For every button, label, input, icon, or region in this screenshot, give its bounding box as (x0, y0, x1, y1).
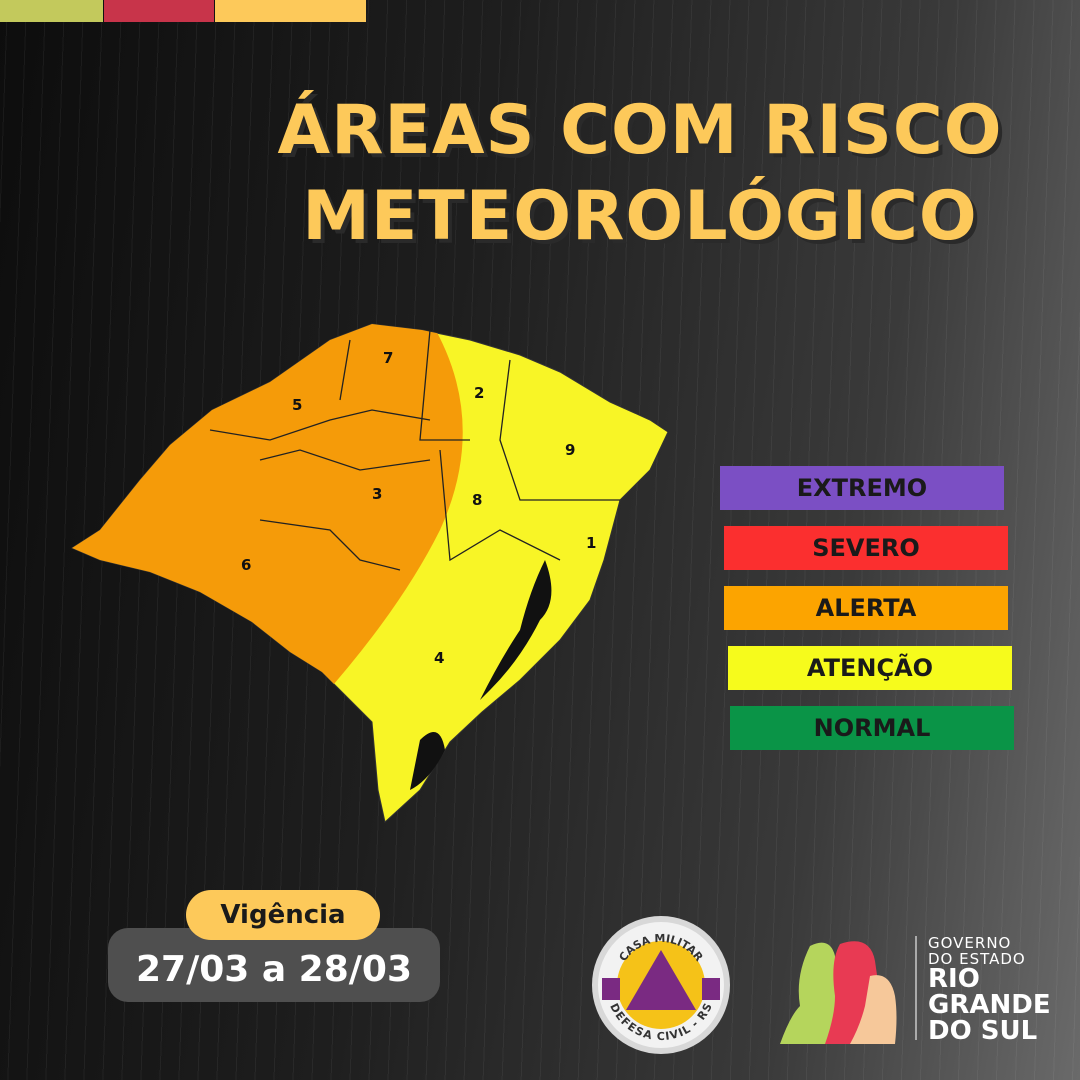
gov-line-3: RIO (928, 964, 980, 994)
logo-divider (915, 936, 917, 1040)
top-bar-green (0, 0, 103, 22)
gov-line-5: DO SUL (928, 1016, 1038, 1046)
legend-severo: SEVERO (724, 526, 1008, 570)
region-label-7: 7 (383, 349, 393, 367)
legend-alerta: ALERTA (724, 586, 1008, 630)
lagoon (410, 560, 552, 790)
legend-normal: NORMAL (730, 706, 1014, 750)
legend-extremo: EXTREMO (720, 466, 1004, 510)
validity-label: Vigência (186, 890, 380, 940)
gov-line-1: GOVERNO (928, 934, 1012, 952)
validity-dates: 27/03 a 28/03 (108, 928, 440, 1002)
title-line-1: ÁREAS COM RISCO (277, 91, 1003, 170)
region-label-8: 8 (472, 491, 482, 509)
government-silhouettes-logo (780, 941, 897, 1044)
region-label-2: 2 (474, 384, 484, 402)
title-line-2: METEOROLÓGICO (302, 177, 978, 256)
region-label-9: 9 (565, 441, 575, 459)
region-label-3: 3 (372, 485, 382, 503)
gov-line-2: DO ESTADO (928, 950, 1026, 968)
defesa-civil-logo: CASA MILITAR DEFESA CIVIL - RS (592, 916, 730, 1054)
top-bar-yellow (215, 0, 366, 22)
gov-line-4: GRANDE (928, 990, 1051, 1020)
top-bar-red (104, 0, 214, 22)
region-label-6: 6 (241, 556, 251, 574)
legend-atencao: ATENÇÃO (728, 646, 1012, 690)
page-title: ÁREAS COM RISCO METEOROLÓGICO (260, 88, 1020, 260)
region-label-5: 5 (292, 396, 302, 414)
region-label-4: 4 (434, 649, 444, 667)
region-label-1: 1 (586, 534, 596, 552)
